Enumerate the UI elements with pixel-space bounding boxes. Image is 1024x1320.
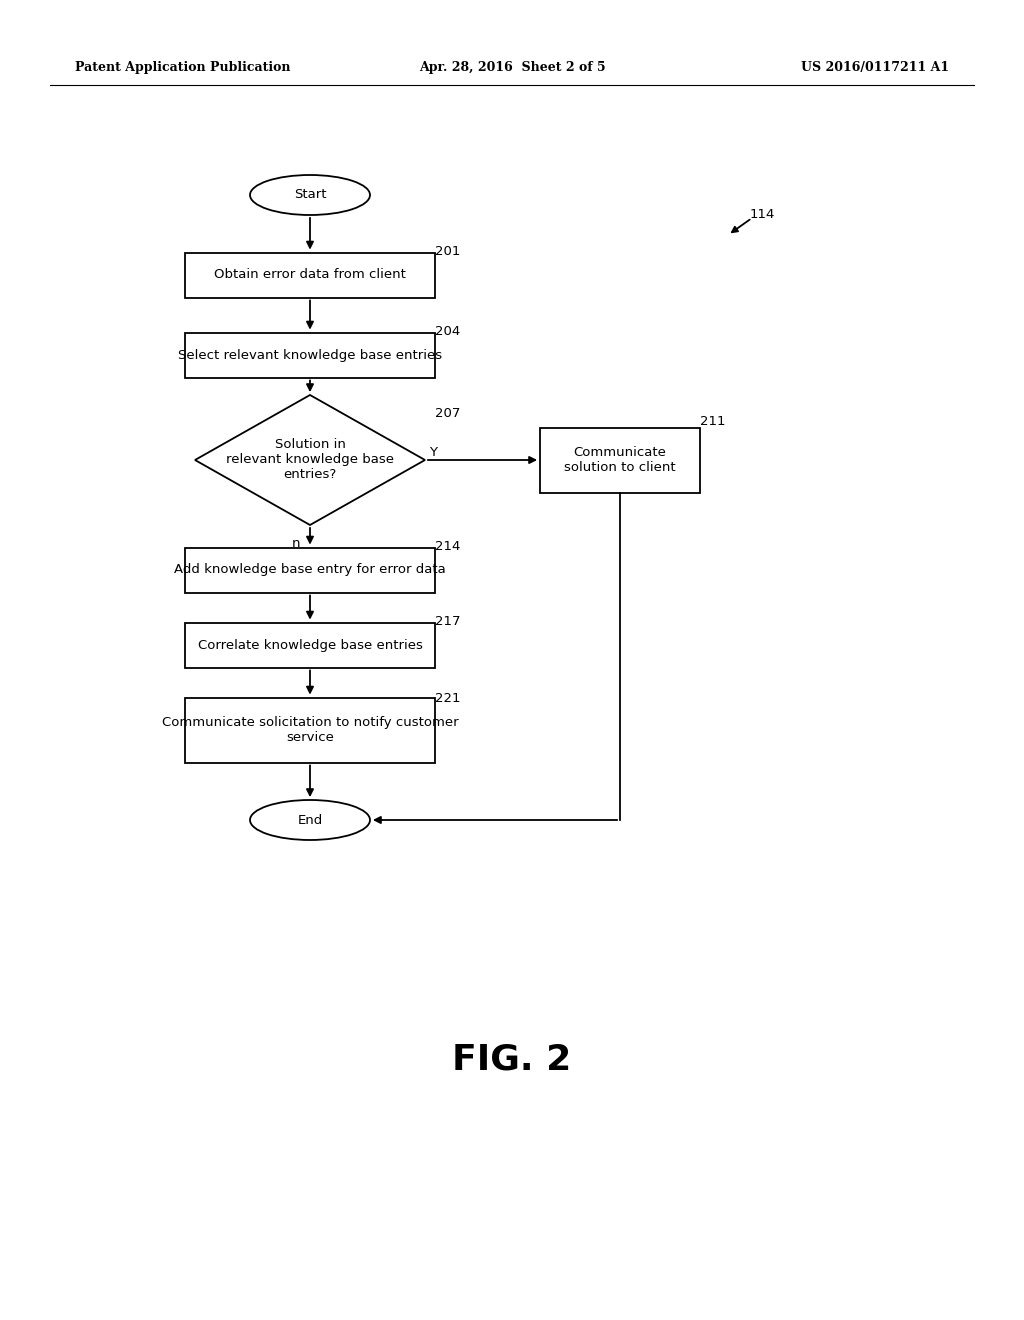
Text: 217: 217	[435, 615, 461, 628]
Text: 207: 207	[435, 407, 461, 420]
Text: 114: 114	[750, 209, 775, 222]
Text: Obtain error data from client: Obtain error data from client	[214, 268, 406, 281]
Text: End: End	[297, 813, 323, 826]
Text: Select relevant knowledge base entries: Select relevant knowledge base entries	[178, 348, 442, 362]
Text: Communicate
solution to client: Communicate solution to client	[564, 446, 676, 474]
Text: 204: 204	[435, 325, 460, 338]
Text: FIG. 2: FIG. 2	[453, 1043, 571, 1077]
Ellipse shape	[250, 800, 370, 840]
Text: Apr. 28, 2016  Sheet 2 of 5: Apr. 28, 2016 Sheet 2 of 5	[419, 62, 605, 74]
Text: 221: 221	[435, 692, 461, 705]
Text: Patent Application Publication: Patent Application Publication	[75, 62, 291, 74]
Polygon shape	[195, 395, 425, 525]
Bar	[185, 252, 435, 297]
Bar	[185, 333, 435, 378]
Text: Start: Start	[294, 189, 327, 202]
Text: US 2016/0117211 A1: US 2016/0117211 A1	[801, 62, 949, 74]
Bar	[185, 697, 435, 763]
Bar	[540, 428, 700, 492]
Bar	[185, 623, 435, 668]
Text: 211: 211	[700, 414, 725, 428]
Text: Correlate knowledge base entries: Correlate knowledge base entries	[198, 639, 423, 652]
Text: Communicate solicitation to notify customer
service: Communicate solicitation to notify custo…	[162, 715, 459, 744]
Text: 201: 201	[435, 246, 461, 257]
Text: 214: 214	[435, 540, 461, 553]
Text: Y: Y	[429, 446, 437, 458]
Text: Add knowledge base entry for error data: Add knowledge base entry for error data	[174, 564, 445, 577]
Text: n: n	[292, 537, 300, 550]
Ellipse shape	[250, 176, 370, 215]
Bar	[185, 548, 435, 593]
Text: Solution in
relevant knowledge base
entries?: Solution in relevant knowledge base entr…	[226, 438, 394, 482]
